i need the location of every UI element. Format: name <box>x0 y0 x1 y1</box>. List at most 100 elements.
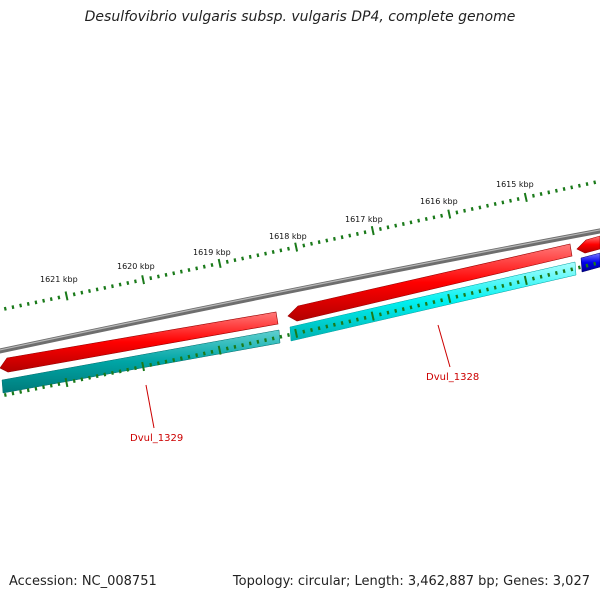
outer-minor-tick <box>287 246 290 251</box>
outer-minor-tick <box>532 193 535 198</box>
scale-labels: 1621 kbp 1620 kbp 1619 kbp 1618 kbp 1617… <box>40 180 534 284</box>
leader-line-dvul-1328 <box>437 324 451 368</box>
inner-major-tick <box>141 361 145 372</box>
outer-minor-tick <box>271 249 275 255</box>
outer-minor-tick <box>516 197 520 202</box>
outer-minor-tick <box>401 221 405 227</box>
inner-minor-tick <box>516 280 520 285</box>
inner-major-tick <box>64 377 69 388</box>
inner-minor-tick <box>478 289 482 294</box>
inner-minor-tick <box>49 383 53 388</box>
outer-minor-tick <box>195 266 199 271</box>
inner-minor-tick <box>493 285 497 290</box>
inner-minor-tick <box>486 287 489 292</box>
inner-minor-tick <box>363 315 367 320</box>
map-title: Desulfovibrio vulgaris subsp. vulgaris D… <box>84 9 516 25</box>
outer-minor-tick <box>554 188 558 193</box>
inner-minor-tick <box>118 369 122 374</box>
outer-minor-tick <box>593 180 597 185</box>
inner-minor-tick <box>547 272 551 277</box>
outer-minor-tick <box>3 306 7 311</box>
outer-minor-tick <box>585 182 589 187</box>
outer-minor-tick <box>26 301 30 306</box>
outer-minor-tick <box>493 202 497 207</box>
inner-minor-tick <box>417 303 421 308</box>
outer-minor-tick <box>317 240 321 245</box>
inner-minor-tick <box>111 370 114 375</box>
outer-minor-tick <box>325 238 329 243</box>
inner-minor-tick <box>72 378 76 383</box>
inner-minor-tick <box>256 339 260 344</box>
inner-minor-tick <box>355 317 359 322</box>
outer-minor-tick <box>577 183 581 188</box>
inner-minor-tick <box>501 283 505 288</box>
inner-major-tick <box>370 311 375 321</box>
inner-minor-tick <box>386 310 390 315</box>
inner-minor-tick <box>378 312 382 317</box>
outer-minor-tick <box>210 263 214 268</box>
inner-minor-tick <box>210 349 214 354</box>
outer-minor-tick <box>42 298 46 303</box>
inner-minor-tick <box>570 267 574 272</box>
outer-minor-tick <box>378 226 382 231</box>
inner-minor-tick <box>432 300 436 305</box>
genome-backbone <box>0 228 600 354</box>
outer-minor-tick <box>539 192 543 197</box>
inner-minor-tick <box>310 327 313 332</box>
outer-minor-tick <box>256 253 260 258</box>
inner-minor-tick <box>271 336 275 341</box>
inner-minor-tick <box>401 307 405 312</box>
inner-minor-tick <box>172 358 176 363</box>
gene-bar-dvul-1329[interactable] <box>1 329 281 394</box>
outer-minor-tick <box>279 248 283 253</box>
inner-minor-tick <box>149 362 153 367</box>
outer-minor-tick <box>363 230 367 235</box>
outer-major-tick <box>370 225 375 236</box>
scale-label-1619: 1619 kbp <box>193 248 231 257</box>
scale-label-1617: 1617 kbp <box>345 215 383 224</box>
inner-minor-tick <box>19 389 23 394</box>
outer-minor-tick <box>264 251 267 256</box>
inner-minor-tick <box>279 334 283 339</box>
inner-tick-ring <box>3 261 597 397</box>
gene-label-dvul-1328[interactable]: Dvul_1328 <box>426 372 479 383</box>
cds-arrow-edge-right[interactable] <box>576 235 600 254</box>
cds-arrow-dvul-1328[interactable] <box>287 243 573 322</box>
outer-minor-tick <box>19 303 23 308</box>
inner-minor-tick <box>287 333 290 338</box>
outer-major-tick <box>294 242 299 252</box>
outer-minor-tick <box>118 282 122 287</box>
inner-minor-tick <box>156 361 160 366</box>
outer-minor-tick <box>49 297 53 302</box>
gene-label-dvul-1329[interactable]: Dvul_1329 <box>130 433 183 444</box>
outer-minor-tick <box>172 271 176 276</box>
outer-minor-tick <box>202 264 206 269</box>
outer-minor-tick <box>432 215 436 220</box>
inner-minor-tick <box>302 329 306 334</box>
inner-minor-tick <box>562 269 566 274</box>
outer-minor-tick <box>156 274 160 279</box>
genome-summary-text: Topology: circular; Length: 3,462,887 bp… <box>232 574 590 589</box>
outer-minor-tick <box>134 279 137 284</box>
inner-minor-tick <box>126 367 130 372</box>
inner-minor-tick <box>88 375 91 380</box>
outer-minor-tick <box>95 287 99 292</box>
leader-line-dvul-1329 <box>145 384 155 429</box>
outer-minor-tick <box>355 231 359 236</box>
inner-minor-tick <box>340 321 344 326</box>
inner-minor-tick <box>409 305 413 310</box>
inner-minor-tick <box>531 276 535 281</box>
inner-minor-tick <box>95 374 99 379</box>
outer-minor-tick <box>340 235 344 240</box>
outer-minor-tick <box>501 200 505 205</box>
outer-minor-tick <box>233 258 237 263</box>
inner-minor-tick <box>80 377 84 382</box>
outer-major-tick <box>217 258 222 269</box>
inner-minor-tick <box>164 359 168 364</box>
inner-major-tick <box>447 293 452 304</box>
inner-minor-tick <box>554 271 558 276</box>
inner-minor-tick <box>325 324 329 329</box>
gene-bar-edge-right[interactable] <box>580 252 600 273</box>
cds-arrow-dvul-1329[interactable] <box>0 311 279 373</box>
inner-minor-tick <box>3 392 7 397</box>
